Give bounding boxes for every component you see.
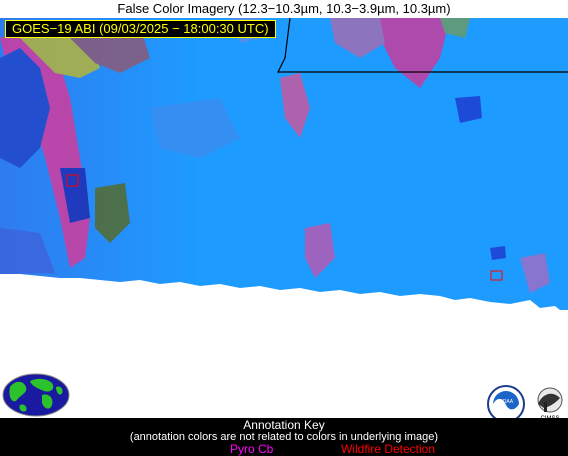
- timestamp-label: GOES−19 ABI (09/03/2025 − 18:00:30 UTC): [5, 20, 276, 38]
- svg-text:NOAA: NOAA: [499, 399, 514, 405]
- key-item-pyro-cb: Pyro Cb: [230, 442, 274, 456]
- noaa-logo-icon: NOAA: [487, 385, 525, 423]
- annotation-key-items: Pyro Cb Wildfire Detection: [0, 443, 568, 456]
- satellite-imagery: [0, 18, 568, 310]
- annotation-key-title: Annotation Key: [243, 418, 325, 432]
- key-item-wildfire-detection: Wildfire Detection: [341, 442, 436, 456]
- cloud-features: [0, 18, 550, 293]
- border-line: [277, 18, 568, 73]
- wildfire-detection-box: [66, 174, 79, 187]
- globe-icon: [2, 373, 70, 417]
- annotation-key: Annotation Key (annotation colors are no…: [0, 418, 568, 456]
- cimss-logo-icon: CIMSS: [530, 384, 568, 422]
- annotation-key-subtitle: (annotation colors are not related to co…: [129, 431, 439, 443]
- image-title: False Color Imagery (12.3−10.3µm, 10.3−3…: [0, 0, 568, 18]
- wildfire-detection-box: [490, 270, 503, 281]
